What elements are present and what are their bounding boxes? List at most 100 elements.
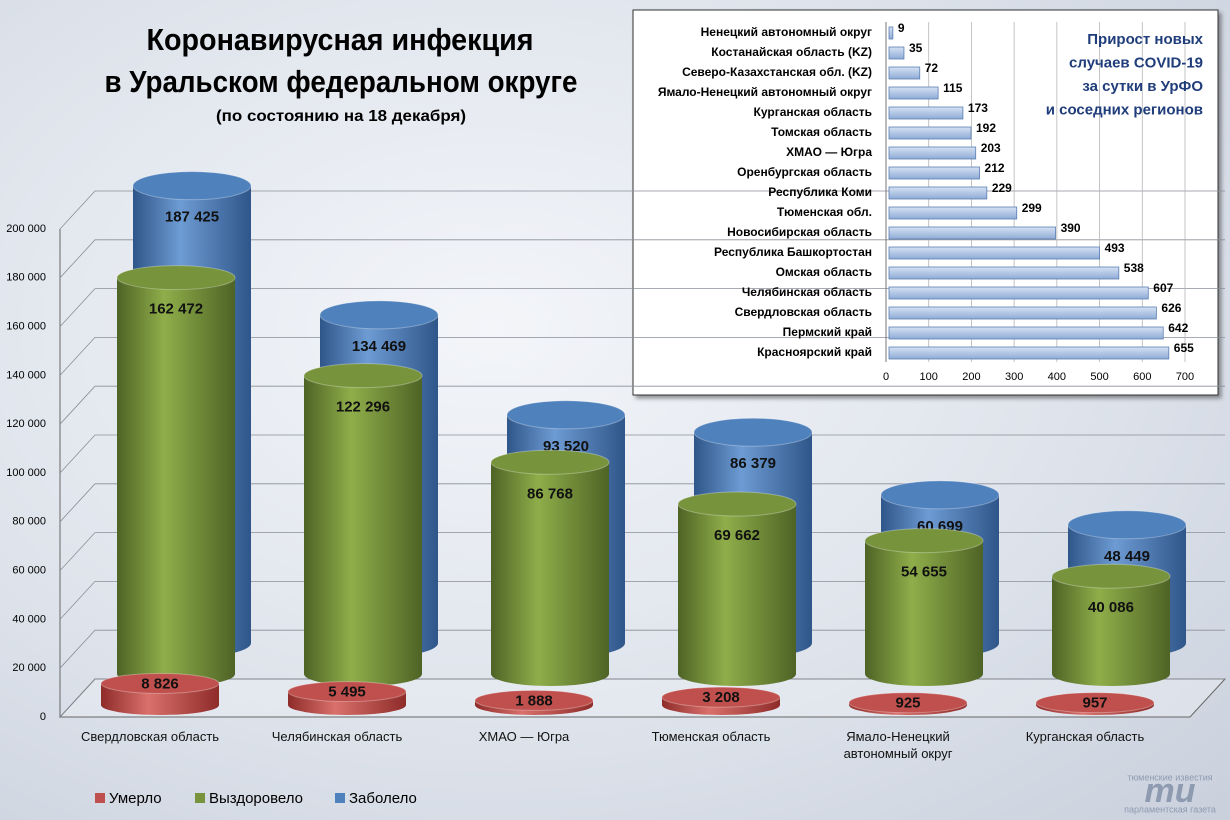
chart-title: в Уральском федеральном округе — [105, 64, 578, 99]
bar — [1052, 576, 1170, 674]
value-label: 35 — [909, 41, 923, 55]
cylinder-top — [490, 449, 610, 475]
y-tick-label: Курганская область — [754, 105, 872, 119]
y-tick-label: 120 000 — [6, 418, 46, 430]
logo-top: тюменские известия — [1127, 772, 1212, 782]
y-tick-label: 40 000 — [12, 613, 46, 625]
y-tick-label: 200 000 — [6, 223, 46, 235]
grid-line — [59, 483, 1225, 523]
bar — [888, 66, 921, 80]
value-label: 69 662 — [714, 527, 760, 544]
legend-label: Выздоровело — [209, 790, 303, 807]
value-label: 212 — [985, 161, 1005, 175]
grid-line — [59, 288, 1225, 327]
y-tick-label: 140 000 — [6, 369, 46, 381]
value-label: 655 — [1174, 341, 1194, 355]
legend-swatch — [335, 793, 345, 803]
bar — [888, 86, 939, 100]
x-tick-label: Тюменская область — [651, 729, 771, 744]
inset-title: и соседних регионов — [1046, 101, 1203, 118]
x-tick-label: 600 — [1133, 371, 1151, 383]
cylinder-top — [303, 363, 423, 389]
grid-line — [59, 239, 1225, 279]
cylinder-top — [677, 491, 797, 517]
x-tick-label: 0 — [883, 371, 889, 383]
value-label: 642 — [1168, 321, 1188, 335]
cylinder-top — [116, 265, 236, 291]
cylinder-top — [1051, 563, 1171, 589]
y-tick-label: 60 000 — [12, 565, 46, 577]
bar — [888, 186, 988, 200]
x-tick-label: 500 — [1090, 371, 1108, 383]
legend-swatch — [195, 793, 205, 803]
bar — [888, 106, 964, 120]
bar — [888, 326, 1164, 340]
y-tick-label: Пермский край — [783, 325, 872, 339]
chart-subtitle: (по состоянию на 18 декабря) — [216, 108, 466, 125]
bar — [678, 504, 796, 674]
x-tick-label: 200 — [962, 371, 980, 383]
value-label: 607 — [1153, 281, 1173, 295]
cylinder-top — [100, 672, 220, 694]
bar — [888, 286, 1149, 300]
value-label: 134 469 — [352, 338, 406, 355]
grid-line — [59, 336, 1225, 376]
bar — [888, 146, 977, 160]
grid-line — [59, 532, 1225, 571]
value-label: 48 449 — [1104, 548, 1150, 565]
bar — [888, 126, 972, 140]
y-tick-label: 100 000 — [6, 467, 46, 479]
bar — [888, 246, 1100, 260]
value-label: 122 296 — [336, 399, 390, 416]
y-tick-label: Северо-Казахстанская обл. (KZ) — [682, 65, 872, 79]
y-tick-label: 0 — [40, 711, 46, 723]
logo-mark: ти — [1145, 772, 1196, 810]
y-tick-label: 20 000 — [12, 662, 46, 674]
bar — [888, 166, 980, 180]
x-tick-label: 100 — [920, 371, 938, 383]
cylinder-top — [693, 417, 813, 447]
x-tick-label: 300 — [1005, 371, 1023, 383]
y-tick-label: Красноярский край — [757, 345, 872, 359]
y-tick-label: 180 000 — [6, 272, 46, 284]
value-label: 1 888 — [515, 692, 553, 709]
y-tick-label: Томская область — [771, 125, 872, 139]
value-label: 40 086 — [1088, 599, 1134, 616]
y-tick-label: Новосибирская область — [727, 225, 872, 239]
legend-label: Умерло — [109, 790, 162, 807]
y-tick-label: 80 000 — [12, 516, 46, 528]
value-label: 390 — [1061, 221, 1081, 235]
x-tick-label: Ямало-Ненецкий автономный округ — [843, 729, 953, 761]
cylinder-top — [1035, 692, 1155, 714]
cylinder-top — [319, 300, 439, 330]
value-label: 3 208 — [702, 689, 740, 706]
value-label: 54 655 — [901, 564, 947, 581]
bar — [888, 206, 1018, 220]
cylinder-top — [880, 480, 1000, 510]
grid-line — [59, 629, 1225, 669]
x-tick-label: 700 — [1176, 371, 1194, 383]
value-label: 173 — [968, 101, 988, 115]
value-label: 86 379 — [730, 455, 776, 472]
value-label: 187 425 — [165, 209, 219, 226]
y-tick-label: Костанайская область (KZ) — [711, 45, 872, 59]
legend-swatch — [95, 793, 105, 803]
grid-line — [59, 678, 1225, 718]
cylinder-top — [848, 692, 968, 714]
bar — [888, 346, 1170, 360]
grid-line — [59, 434, 1225, 474]
value-label: 538 — [1124, 261, 1144, 275]
y-tick-label: Оренбургская область — [737, 165, 872, 179]
x-tick-label: Свердловская область — [80, 729, 220, 744]
grid-line — [59, 581, 1225, 620]
bar — [888, 26, 894, 40]
value-label: 86 768 — [527, 485, 573, 502]
y-tick-label: Тюменская обл. — [777, 205, 872, 219]
chart-title: Коронавирусная инфекция — [147, 22, 534, 57]
cylinder-top — [506, 400, 626, 430]
bar — [865, 540, 983, 674]
cylinder-top — [132, 171, 252, 201]
y-tick-label: Ямало-Ненецкий автономный округ — [658, 85, 872, 99]
value-label: 8 826 — [141, 675, 179, 692]
value-label: 162 472 — [149, 301, 203, 318]
